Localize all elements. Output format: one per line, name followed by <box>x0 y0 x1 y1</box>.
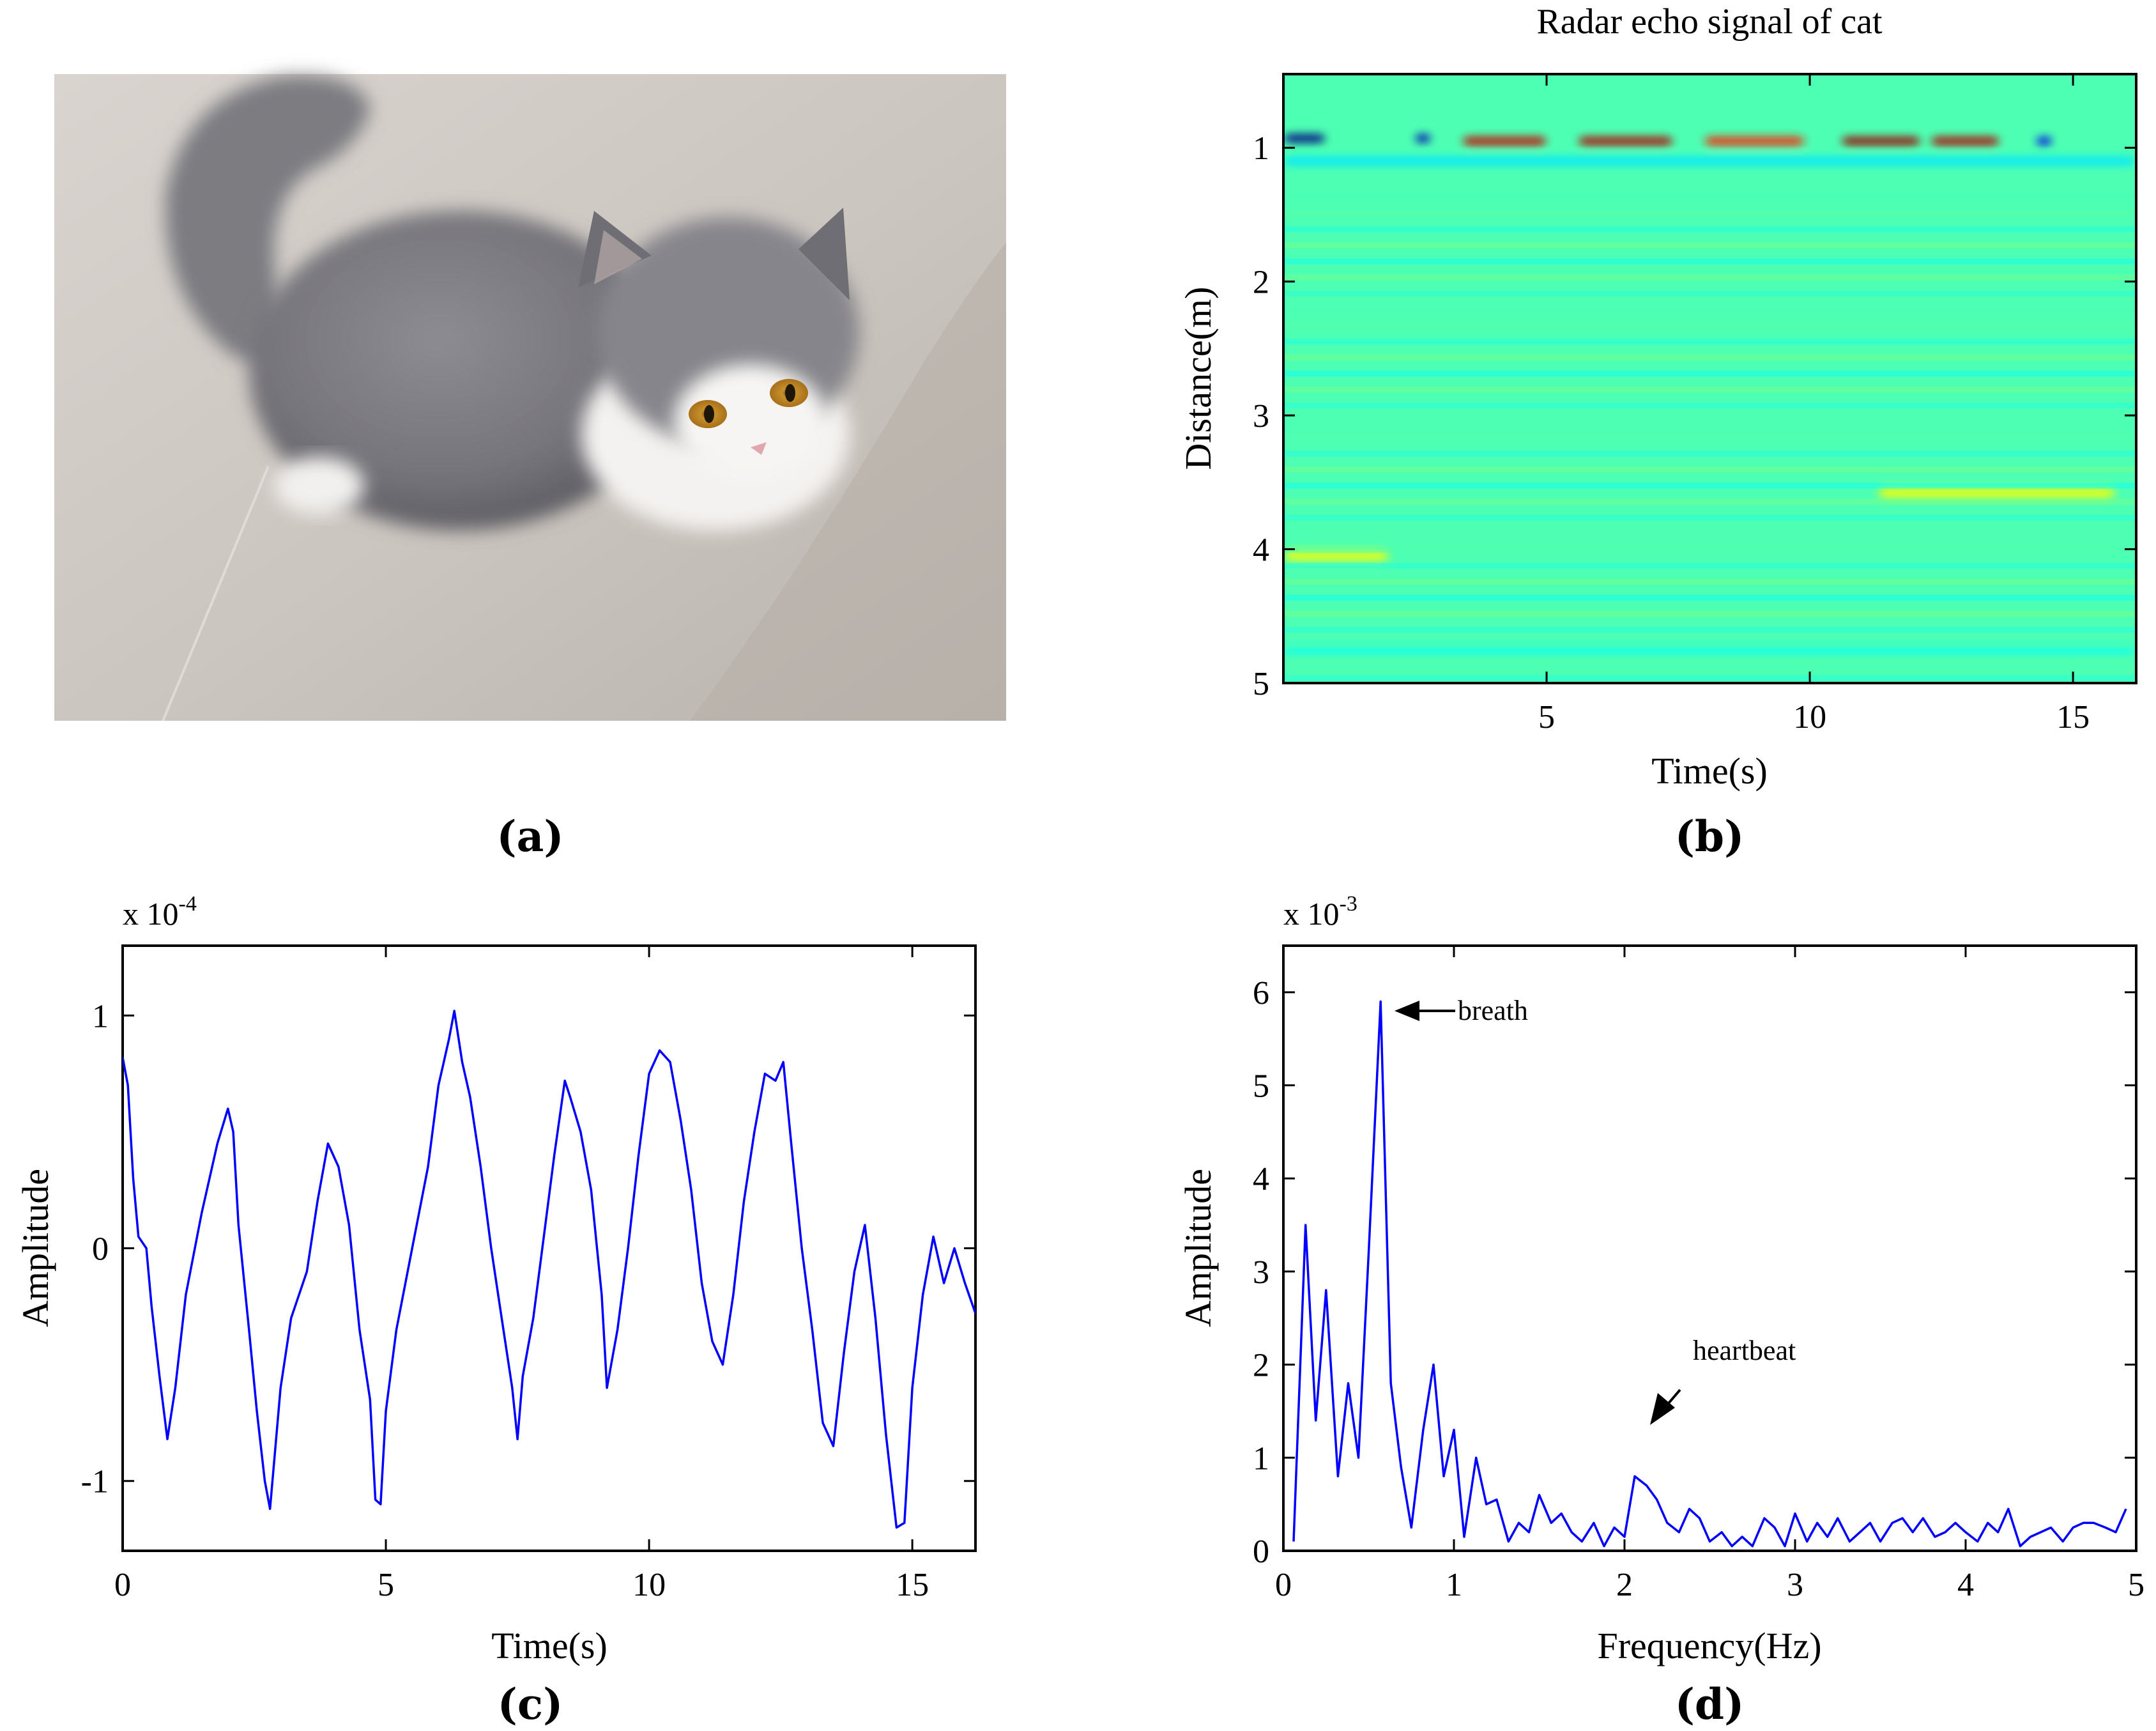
chart-b-texture-row <box>1283 338 2136 344</box>
chart-b-texture-row <box>1283 354 2136 360</box>
chart-b-texture-row <box>1283 290 2136 296</box>
chart-d-x-tick-label: 0 <box>1275 1567 1292 1603</box>
chart-c-frame <box>121 944 977 1552</box>
chart-b-texture-row <box>1283 210 2136 217</box>
chart-b-texture-row <box>1283 643 2136 649</box>
chart-b-y-tick-label: 4 <box>1253 532 1269 569</box>
chart-b-echo-band <box>1578 137 1673 146</box>
chart-d-frame <box>1282 944 2137 1552</box>
chart-d-scale-label: x 10-3 <box>1283 892 1357 932</box>
chart-b-texture-row <box>1283 466 2136 473</box>
chart-d-x-axis-label: Frequency(Hz) <box>1597 1625 1821 1666</box>
chart-b-texture-row <box>1283 595 2136 601</box>
chart-d-x-tick-label: 1 <box>1446 1567 1462 1603</box>
chart-b-y-tick-label: 3 <box>1253 398 1269 435</box>
chart-d-x-tick-label: 2 <box>1616 1567 1633 1603</box>
chart-b-x-tick-label: 15 <box>2056 699 2090 735</box>
chart-b-texture-row <box>1283 578 2136 585</box>
chart-b-echo-band <box>1283 550 1389 562</box>
chart-b-texture-row <box>1283 546 2136 553</box>
chart-b-y-tick-label: 2 <box>1253 265 1269 301</box>
chart-d-y-tick-label: 2 <box>1253 1348 1269 1384</box>
chart-c-x-tick-label: 15 <box>896 1567 929 1603</box>
chart-b-texture-row <box>1283 562 2136 569</box>
chart-b-echo-band <box>2036 137 2053 146</box>
chart-d-y-tick-label: 6 <box>1253 975 1269 1012</box>
chart-b-texture-row <box>1283 627 2136 633</box>
chart-c-x-tick-label: 10 <box>632 1567 666 1603</box>
chart-b-plot <box>1283 74 2136 683</box>
chart-c-scale-label: x 10-4 <box>123 892 197 932</box>
chart-b-x-tick-label: 10 <box>1793 699 1826 735</box>
chart-b-x-axis-label: Time(s) <box>1651 750 1768 792</box>
chart-d-x-tick-label: 3 <box>1787 1567 1803 1603</box>
chart-b-echo-band <box>1283 157 2136 165</box>
chart-b-texture-row <box>1283 194 2136 201</box>
chart-c-signal-line <box>123 1010 975 1529</box>
chart-b-echo-band <box>1878 488 2116 498</box>
chart-b-texture-row <box>1283 322 2136 328</box>
chart-b-texture-row <box>1283 419 2136 425</box>
chart-c-y-tick-label: -1 <box>81 1464 109 1500</box>
chart-b-texture-row <box>1283 274 2136 281</box>
chart-b-echo-band <box>1704 137 1805 146</box>
chart-b-echo-band <box>1283 646 2136 653</box>
chart-c-x-tick-label: 0 <box>114 1567 131 1603</box>
chart-c-y-tick-label: 1 <box>92 998 109 1035</box>
chart-d-y-tick-label: 4 <box>1253 1161 1269 1197</box>
chart-c-y-axis-label: Amplitude <box>15 1169 56 1327</box>
chart-b-frame <box>1282 73 2137 684</box>
chart-d-y-tick-label: 0 <box>1253 1534 1269 1570</box>
chart-b-echo-band <box>1462 137 1547 146</box>
chart-d-y-tick-label: 1 <box>1253 1440 1269 1477</box>
cat-photo <box>54 74 1006 721</box>
chart-b-texture-row <box>1283 482 2136 489</box>
chart-b-texture-row <box>1283 242 2136 249</box>
chart-b-texture-row <box>1283 306 2136 312</box>
chart-d-x-tick-label: 4 <box>1957 1567 1974 1603</box>
chart-b-texture-row <box>1283 450 2136 457</box>
panel-label-c: (c) <box>498 1679 563 1729</box>
chart-b-texture-row <box>1283 611 2136 617</box>
chart-d-x-tick-label: 5 <box>2128 1567 2145 1603</box>
annotation-heartbeat: heartbeat <box>1650 1335 1796 1425</box>
chart-b-texture-row <box>1283 403 2136 409</box>
chart-b-background <box>1283 74 2136 683</box>
panel-label-a: (a) <box>496 812 563 861</box>
chart-b-echo-band <box>1930 137 1999 146</box>
chart-b-echo-band <box>1415 134 1431 142</box>
panel-label-d: (d) <box>1675 1679 1745 1729</box>
chart-c-x-tick-label: 5 <box>378 1567 394 1603</box>
chart-b-texture-row <box>1283 435 2136 441</box>
chart-b-echo-band <box>1283 134 1326 142</box>
chart-c-y-tick-label: 0 <box>92 1231 109 1268</box>
chart-b-y-tick-label: 5 <box>1253 666 1269 702</box>
panel-label-b: (b) <box>1675 812 1745 861</box>
annotation-breath-label: breath <box>1458 995 1528 1026</box>
chart-b-y-tick-label: 1 <box>1253 130 1269 167</box>
chart-d-y-axis-label: Amplitude <box>1177 1169 1219 1327</box>
chart-d-y-tick-label: 3 <box>1253 1254 1269 1291</box>
chart-b-echo-band <box>1841 137 1921 146</box>
chart-d-spectrum-line <box>1292 1000 2127 1548</box>
chart-b-texture-row <box>1283 370 2136 376</box>
chart-b-texture-row <box>1283 675 2136 681</box>
annotation-heartbeat-label: heartbeat <box>1693 1335 1796 1366</box>
chart-d-y-tick-label: 5 <box>1253 1068 1269 1105</box>
chart-b-x-tick-label: 5 <box>1538 699 1555 735</box>
chart-c-x-axis-label: Time(s) <box>491 1625 608 1666</box>
chart-b-texture-row <box>1283 226 2136 233</box>
chart-b-y-axis-label: Distance(m) <box>1177 287 1219 470</box>
chart-b-texture-row <box>1283 387 2136 393</box>
chart-b-texture-row <box>1283 258 2136 265</box>
annotation-breath: breath <box>1395 995 1528 1026</box>
chart-b-texture-row <box>1283 514 2136 521</box>
chart-b-title: Radar echo signal of cat <box>1536 2 1883 42</box>
chart-b-texture-row <box>1283 659 2136 665</box>
chart-b-texture-row <box>1283 530 2136 537</box>
chart-b-texture-row <box>1283 498 2136 505</box>
